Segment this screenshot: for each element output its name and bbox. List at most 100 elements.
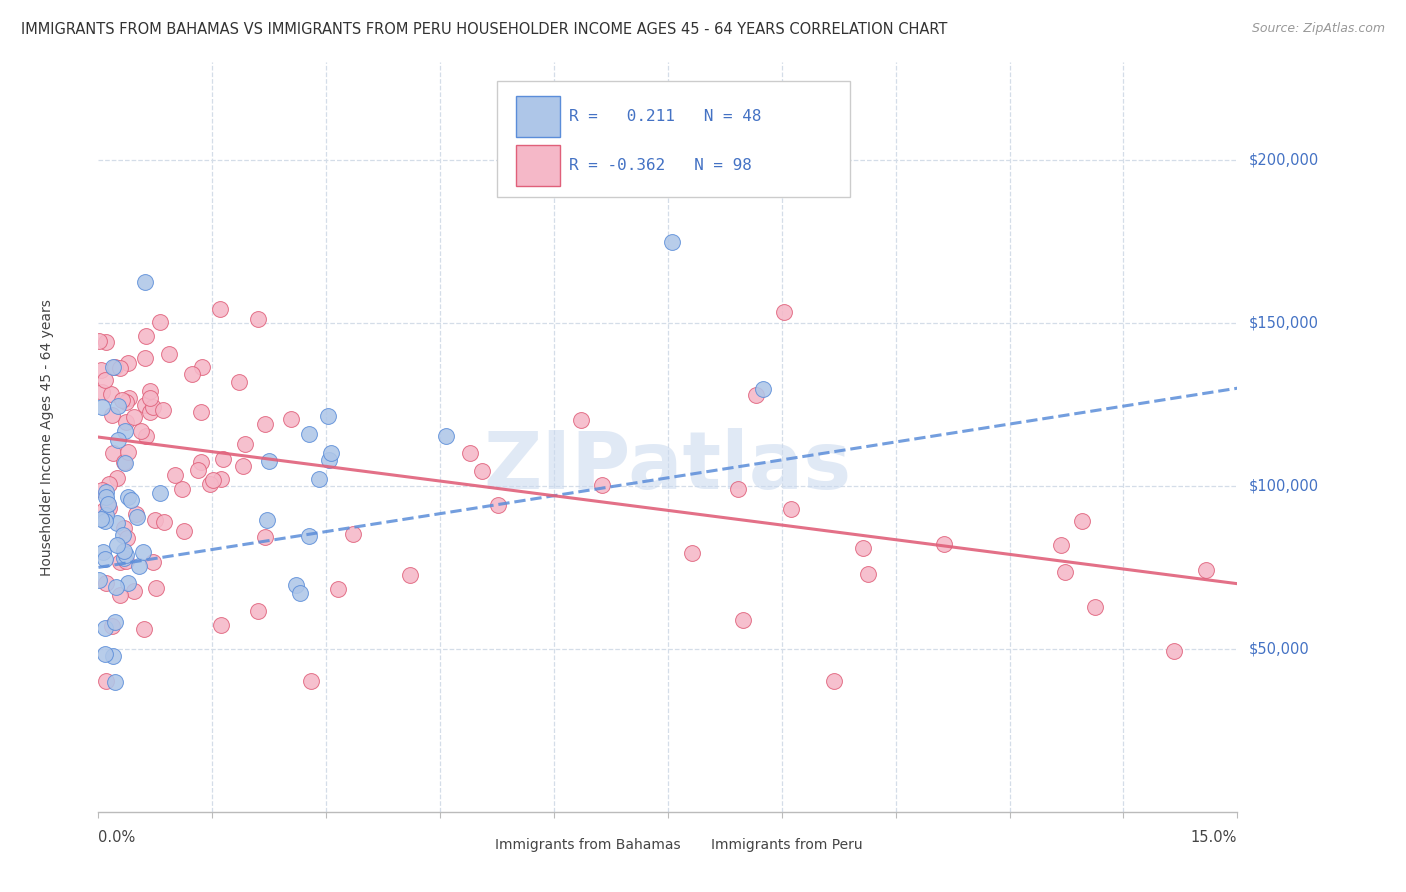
Point (129, 425, 152, 439)
Point (246, 604, 269, 618)
Point (299, 674, 322, 689)
Point (591, 478, 613, 492)
Point (94, 514, 117, 528)
Text: 15.0%: 15.0% (1191, 830, 1237, 846)
Point (173, 524, 195, 538)
Point (114, 456, 136, 470)
Point (94, 484, 117, 499)
Point (486, 498, 509, 512)
Point (246, 312, 269, 326)
Point (727, 482, 749, 496)
Point (298, 426, 321, 441)
Point (1195, 563, 1218, 577)
Point (117, 356, 139, 370)
Point (143, 513, 166, 527)
Point (120, 492, 142, 507)
Point (139, 384, 162, 398)
Point (253, 417, 276, 431)
Point (115, 549, 138, 563)
Point (105, 471, 128, 485)
Point (298, 529, 321, 543)
Point (288, 585, 311, 599)
Point (745, 388, 768, 402)
Point (94, 552, 117, 566)
Point (233, 437, 256, 451)
Point (932, 536, 955, 550)
FancyBboxPatch shape (516, 145, 560, 186)
FancyBboxPatch shape (516, 96, 560, 137)
Point (104, 359, 127, 374)
Point (170, 482, 193, 496)
Point (101, 359, 124, 374)
Point (1163, 643, 1185, 657)
Text: R =   0.211   N = 48: R = 0.211 N = 48 (569, 109, 761, 124)
Point (124, 409, 146, 424)
Point (1071, 514, 1094, 528)
Point (149, 486, 172, 500)
Point (751, 382, 773, 396)
Point (316, 409, 339, 423)
Point (115, 554, 138, 568)
Point (122, 584, 145, 599)
Point (105, 580, 128, 594)
Point (681, 546, 703, 560)
Point (107, 433, 129, 447)
Point (190, 405, 212, 419)
Point (118, 391, 141, 405)
Point (112, 544, 135, 558)
Point (284, 578, 307, 592)
Point (152, 402, 174, 417)
Point (139, 405, 162, 419)
Point (107, 538, 129, 552)
Point (108, 555, 131, 569)
Point (190, 455, 212, 469)
Point (90, 483, 112, 497)
Point (201, 473, 224, 487)
Point (104, 675, 127, 690)
Point (198, 477, 221, 491)
Point (125, 507, 148, 521)
Point (111, 393, 134, 408)
Point (308, 472, 330, 486)
Point (209, 473, 232, 487)
Point (232, 458, 254, 473)
Point (125, 510, 148, 524)
Text: R = -0.362   N = 98: R = -0.362 N = 98 (569, 158, 752, 172)
Point (108, 588, 131, 602)
Point (101, 446, 124, 460)
Point (856, 567, 879, 582)
Point (134, 351, 156, 366)
Text: $50,000: $50,000 (1249, 641, 1309, 657)
Point (100, 387, 122, 401)
Text: Immigrants from Bahamas: Immigrants from Bahamas (495, 838, 681, 852)
Point (93, 503, 115, 517)
Text: ZIPatlas: ZIPatlas (484, 428, 852, 506)
Point (91, 545, 114, 559)
Point (112, 455, 135, 469)
Point (132, 622, 155, 636)
Point (142, 400, 165, 414)
Point (94, 491, 117, 505)
Point (115, 532, 138, 546)
Point (1049, 538, 1071, 552)
Point (117, 490, 139, 504)
Point (851, 541, 873, 555)
Point (110, 360, 132, 375)
Text: Source: ZipAtlas.com: Source: ZipAtlas.com (1251, 22, 1385, 36)
Point (93, 373, 115, 387)
Point (780, 501, 803, 516)
Point (152, 515, 174, 529)
Point (101, 648, 124, 663)
Point (1053, 566, 1076, 580)
Point (569, 413, 592, 427)
Point (471, 465, 494, 479)
Point (319, 446, 342, 460)
Point (142, 555, 165, 569)
Point (97, 499, 120, 513)
Point (318, 452, 340, 467)
Point (97, 497, 120, 511)
Point (115, 395, 138, 409)
Point (145, 582, 167, 596)
Point (228, 376, 250, 390)
Point (134, 398, 156, 412)
